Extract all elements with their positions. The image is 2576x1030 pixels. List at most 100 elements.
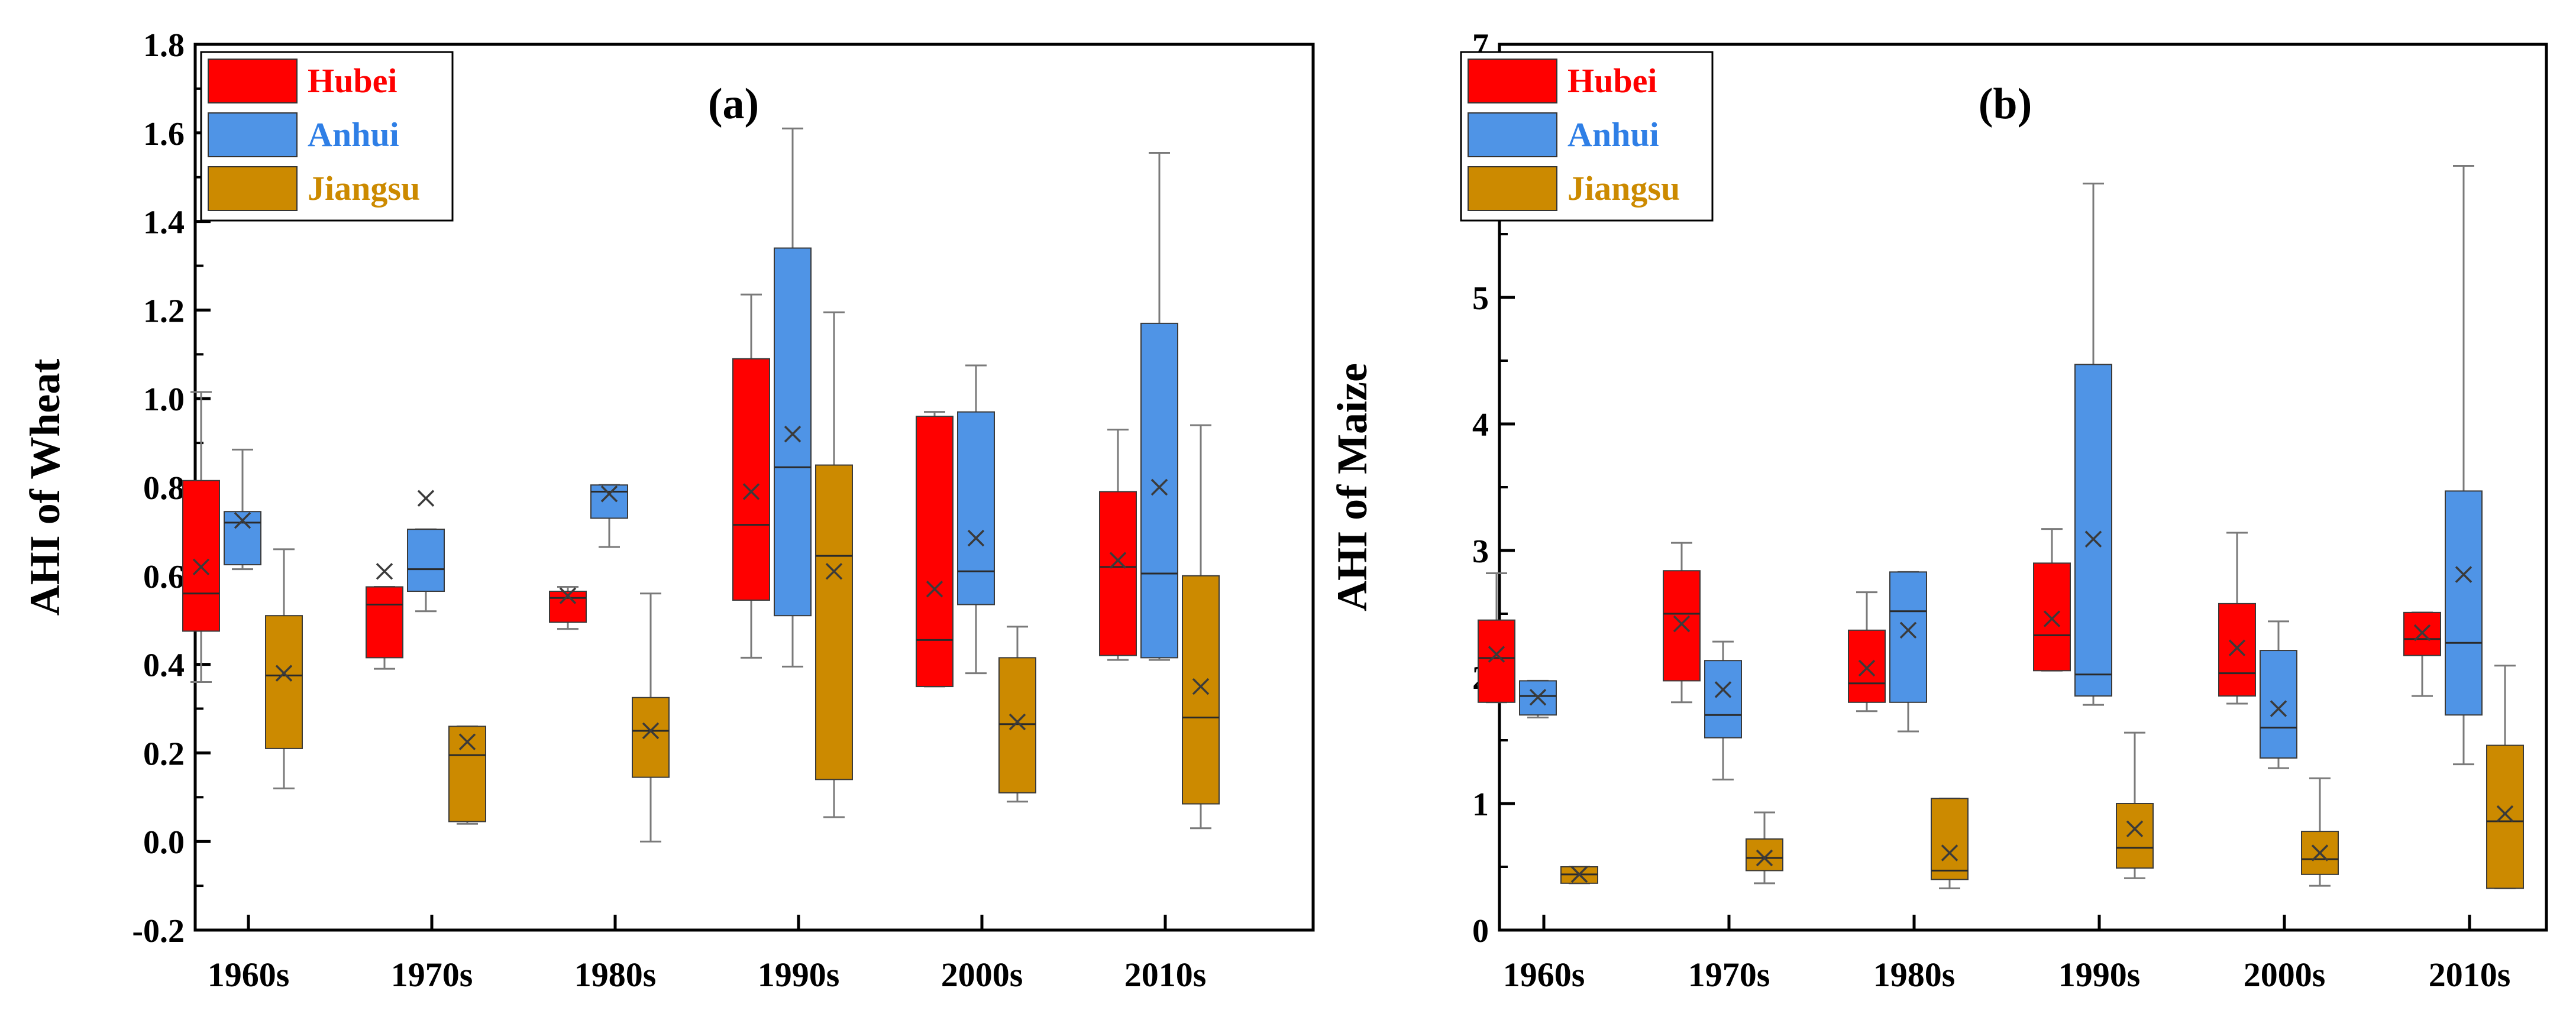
box-body (916, 416, 954, 688)
legend-swatch-jiangsu (1468, 166, 1557, 211)
y-axis-title: AHI of Maize (1329, 363, 1376, 611)
box-jiangsu-1960s (265, 548, 303, 789)
mean-marker (2043, 610, 2061, 627)
box-anhui-1990s (2074, 182, 2112, 706)
box-body (407, 529, 445, 592)
legend-label-hubei: Hubei (1567, 61, 1657, 100)
mean-marker (784, 425, 801, 443)
mean-marker (1673, 615, 1691, 633)
mean-marker (1570, 866, 1588, 883)
box-body (2260, 650, 2297, 759)
box-body (1140, 322, 1178, 659)
mean-marker (2228, 639, 2246, 657)
mean-marker (1109, 552, 1127, 569)
mean-marker (559, 587, 577, 604)
panel-a-wheat: -0.2 0.0 0.2 0.4 0.6 0.8 1.0 1.2 1.4 1.6 1.8 AHI of… (21, 27, 1315, 994)
box-body (632, 697, 670, 778)
box-jiangsu-2010s (2486, 665, 2524, 889)
box-anhui-2000s (957, 364, 995, 675)
mean-marker (417, 490, 435, 507)
box-body (182, 480, 220, 632)
y-tick-label: 1.2 (143, 293, 185, 329)
box-body (2116, 803, 2154, 869)
mean-marker (2311, 844, 2329, 861)
box-anhui-1980s (1889, 571, 1927, 733)
y-tick-label: 0.4 (143, 647, 185, 684)
box-hubei-2000s (2218, 532, 2256, 705)
box-anhui-1990s (774, 127, 812, 668)
panel-label: (b) (1979, 80, 2032, 128)
box-jiangsu-1980s (1931, 797, 1969, 889)
mean-marker (1150, 478, 1168, 496)
mean-marker (2455, 566, 2472, 583)
mean-marker (967, 529, 985, 547)
panel-b-maize: 01234567AHI of Maize1960s1970s1980s1990s… (1329, 27, 2548, 994)
y-tick-label: 0.8 (143, 470, 185, 507)
x-tick-label: 2010s (1124, 955, 1207, 994)
mean-marker (926, 581, 943, 598)
mean-marker (600, 485, 618, 503)
box-jiangsu-1980s (632, 592, 670, 843)
mean-marker (234, 511, 251, 529)
y-tick-label: 5 (1472, 280, 1489, 317)
x-tick-label: 1980s (1873, 955, 1956, 994)
box-jiangsu-2000s (2301, 777, 2339, 887)
box-body (366, 586, 403, 659)
box-body (1746, 838, 1783, 872)
box-body (957, 411, 995, 605)
x-tick-label: 2010s (2429, 955, 2511, 994)
box-jiangsu-2000s (998, 626, 1036, 803)
legend-label-jiangsu: Jiangsu (308, 169, 420, 208)
mean-marker (1756, 849, 1773, 867)
box-body (2218, 603, 2256, 697)
box-hubei-1970s (1663, 542, 1701, 704)
box-body (998, 657, 1036, 793)
mean-marker (458, 733, 476, 750)
y-tick-label: 1 (1472, 786, 1489, 823)
panel-label: (a) (708, 80, 759, 128)
y-tick-label: 1.6 (143, 116, 185, 153)
legend-swatch-hubei (208, 59, 298, 103)
box-body (1889, 571, 1927, 703)
mean-marker (1714, 681, 1732, 698)
legend-swatch-anhui (208, 112, 298, 157)
box-hubei-1990s (2033, 528, 2071, 672)
box-body (1704, 660, 1742, 739)
box-anhui-1960s (1519, 679, 1557, 718)
mean-marker (1858, 659, 1876, 677)
box-hubei-2010s (1099, 429, 1137, 661)
mean-marker (1488, 646, 1505, 663)
box-body (2074, 364, 2112, 697)
mean-marker (2084, 530, 2102, 548)
box-body (2033, 562, 2071, 672)
box-body (732, 358, 770, 601)
box-body (1931, 798, 1969, 880)
mean-marker (2270, 700, 2287, 717)
x-tick-label: 2000s (2244, 955, 2326, 994)
y-tick-label: 1.0 (143, 381, 185, 418)
box-body (1182, 575, 1220, 805)
box-anhui-1960s (224, 448, 261, 571)
legend-label-anhui: Anhui (308, 115, 399, 154)
x-tick-label: 1960s (1503, 955, 1585, 994)
box-body (774, 247, 812, 617)
box-body (1099, 491, 1137, 656)
x-tick-label: 1980s (574, 955, 657, 994)
x-tick-label: 1970s (391, 955, 473, 994)
box-body (265, 615, 303, 749)
box-body (549, 591, 587, 623)
mean-marker (825, 563, 843, 580)
box-anhui-1980s (590, 484, 628, 548)
legend-label-anhui: Anhui (1567, 115, 1659, 154)
y-tick-label: 3 (1472, 533, 1489, 570)
x-tick-label: 1960s (208, 955, 290, 994)
mean-marker (2496, 805, 2514, 822)
box-body (590, 484, 628, 519)
mean-marker (2413, 624, 2431, 642)
legend-swatch-jiangsu (208, 166, 298, 211)
box-hubei-1980s (549, 586, 587, 630)
box-hubei-1960s (182, 391, 220, 684)
box-hubei-1960s (1478, 572, 1515, 704)
box-body (2486, 744, 2524, 889)
